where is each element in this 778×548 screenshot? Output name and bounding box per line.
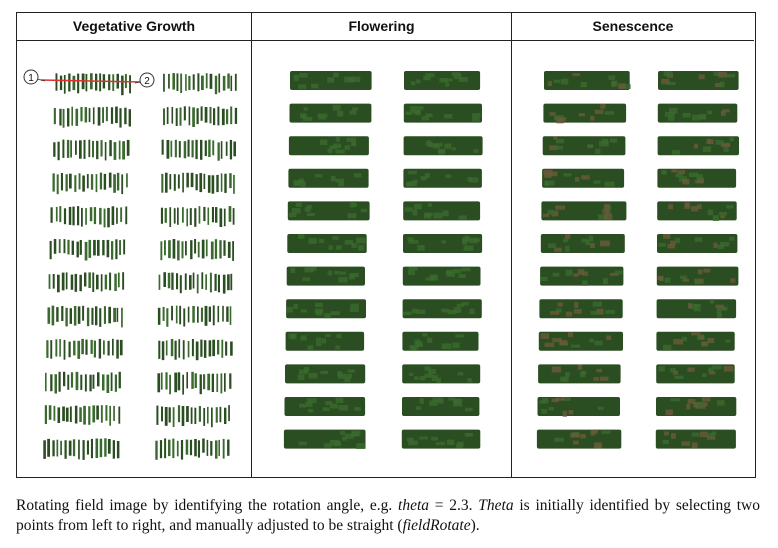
plot [657,103,738,123]
plot [288,136,369,156]
plot [402,299,482,319]
plot [283,429,366,449]
plot [155,438,230,460]
plot [163,106,238,127]
figure-caption: Rotating field image by identifying the … [16,496,760,536]
plot [288,168,369,188]
plot [402,364,481,384]
plot [656,331,735,351]
plot [43,438,120,460]
plot [158,339,233,361]
flowering-plots-svg [283,71,483,449]
plot [157,305,232,327]
caption-text: Rotating field image by identifying the … [16,497,399,514]
plot [657,201,737,221]
field-image-senescence [512,41,754,477]
plot [542,168,625,188]
plot [55,73,131,96]
plot [541,201,627,221]
plot [538,331,623,351]
plot [403,168,482,188]
panel-senescence: Senescence [511,13,754,477]
caption-text: ). [470,517,480,534]
plot [657,168,737,188]
caption-text: is initially identified by selecting two… [16,497,760,534]
plot [44,405,121,426]
plot [401,429,481,449]
plot [657,136,739,156]
panel-flowering: Flowering [251,13,511,477]
plot [285,364,366,384]
caption-theta: Theta [478,497,514,514]
marker-label: 1 [28,73,34,84]
plot [543,103,627,124]
plot [53,139,130,161]
plot [156,405,230,428]
panel-title: Flowering [252,13,511,41]
plot [287,201,370,221]
plot [544,71,631,90]
plot [540,234,625,253]
caption-theta: theta [398,497,430,514]
plot [403,234,483,253]
plot [286,266,365,286]
plot [290,71,372,90]
plot [160,206,235,227]
caption-function-name: fieldRotate [402,517,471,534]
plot [160,239,234,261]
plot [655,429,736,449]
plot [161,172,235,194]
plot [402,266,481,286]
plot [163,73,237,95]
plot [403,103,482,123]
plot [656,299,737,319]
plot [46,338,123,360]
panel-title: Vegetative Growth [17,13,251,41]
plot [49,239,126,261]
rotation-line [40,79,142,83]
plot [542,136,626,156]
plot [536,429,622,449]
marker-point-2: 2 [139,72,155,88]
plot [286,299,366,319]
plot [287,234,367,253]
marker-point-1: 1 [23,69,39,85]
plot [161,139,236,161]
plot [48,272,125,293]
plot [656,266,739,286]
plot [158,272,233,294]
plot [52,172,128,195]
plot [658,71,739,90]
plot [157,371,232,395]
plot [45,371,121,394]
plot [538,364,621,384]
plot [289,103,372,123]
plot [403,136,483,156]
plot [403,201,481,221]
caption-text: = 2.3. [429,497,479,514]
plot [53,106,131,128]
marker-label: 2 [144,76,150,87]
plot [402,397,480,416]
senescence-plots-svg [536,71,739,449]
plot [540,266,624,286]
plot [656,364,735,384]
plot [539,299,623,319]
plot [537,397,620,417]
plot [47,305,123,328]
field-image-flowering [252,41,511,477]
plot [284,397,366,416]
panel-title: Senescence [512,13,754,41]
plot [656,397,737,416]
plot [50,206,128,228]
plot [285,331,365,351]
plot [404,71,481,90]
plot [657,234,738,253]
plot [402,331,479,351]
